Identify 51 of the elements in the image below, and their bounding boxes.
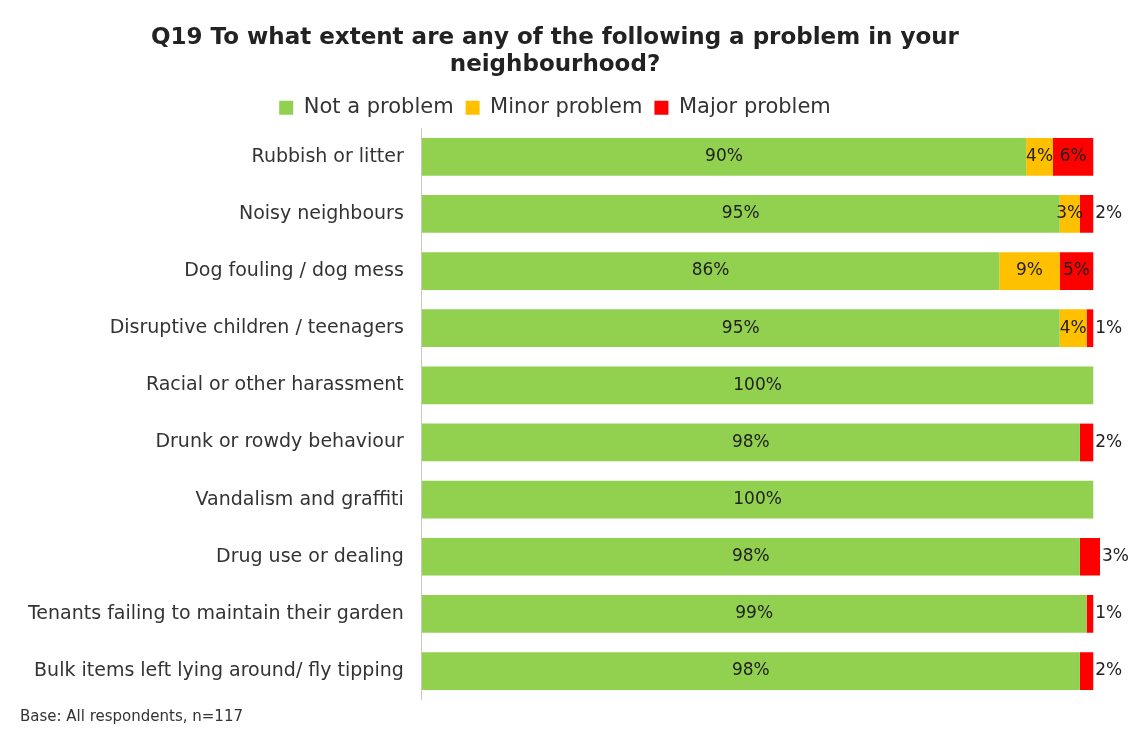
bar [1086,309,1094,348]
y-tick-label: Tenants failing to maintain their garden [26,600,404,623]
data-label: 4% [1059,316,1087,337]
bar [421,595,1087,633]
y-tick-label: Drug use or dealing [216,543,404,566]
bar [421,309,1060,348]
y-tick-label: Noisy neighbours [238,200,404,223]
data-label: 95% [721,316,760,337]
data-label: 86% [691,259,730,280]
legend-label: Not a problem [303,94,454,119]
bar [421,537,1080,576]
chart-title: Q19 To what extent are any of the following a problem in your neighbourhood? [151,22,960,77]
data-label: 5% [1063,259,1090,280]
bar [421,252,1000,290]
bar [1079,423,1094,462]
data-label: 90% [705,145,743,166]
data-label: 6% [1059,145,1087,166]
data-label: 100% [733,488,782,509]
y-tick-label: Disruptive children / teenagers [109,315,404,338]
y-tick-label: Racial or other harassment [145,372,404,395]
data-label: 99% [735,602,774,623]
bar [1079,537,1100,576]
y-tick-label: Drunk or rowdy behaviour [155,429,404,452]
data-label: 4% [1026,145,1054,166]
bar [421,480,1094,519]
data-label: 1% [1095,602,1123,623]
data-label: 95% [721,202,760,223]
legend-label: Major problem [678,94,831,119]
data-label: 100% [733,373,782,394]
data-label: 98% [731,545,770,566]
data-label: 1% [1095,316,1123,337]
data-label: 2% [1095,430,1123,451]
data-label: 98% [731,659,770,680]
data-label: 2% [1095,202,1123,223]
bar [421,652,1080,690]
bar [421,423,1080,462]
bar [421,137,1027,176]
y-tick-label: Rubbish or litter [251,143,404,166]
data-label: 98% [731,430,770,451]
legend-label: Minor problem [490,94,643,119]
data-label: 3% [1102,545,1129,566]
bar [999,252,1060,290]
y-tick-label: Dog fouling / dog mess [184,257,404,280]
bar [421,366,1094,405]
data-label: 9% [1016,259,1043,280]
y-tick-label: Vandalism and graffiti [195,486,404,509]
bar [1079,652,1094,690]
bar [1086,595,1094,633]
data-label: 2% [1095,659,1123,680]
text: Base: All respondents, n=117 [20,707,243,726]
y-tick-label: Bulk items left lying around/ fly tipping [34,657,404,680]
